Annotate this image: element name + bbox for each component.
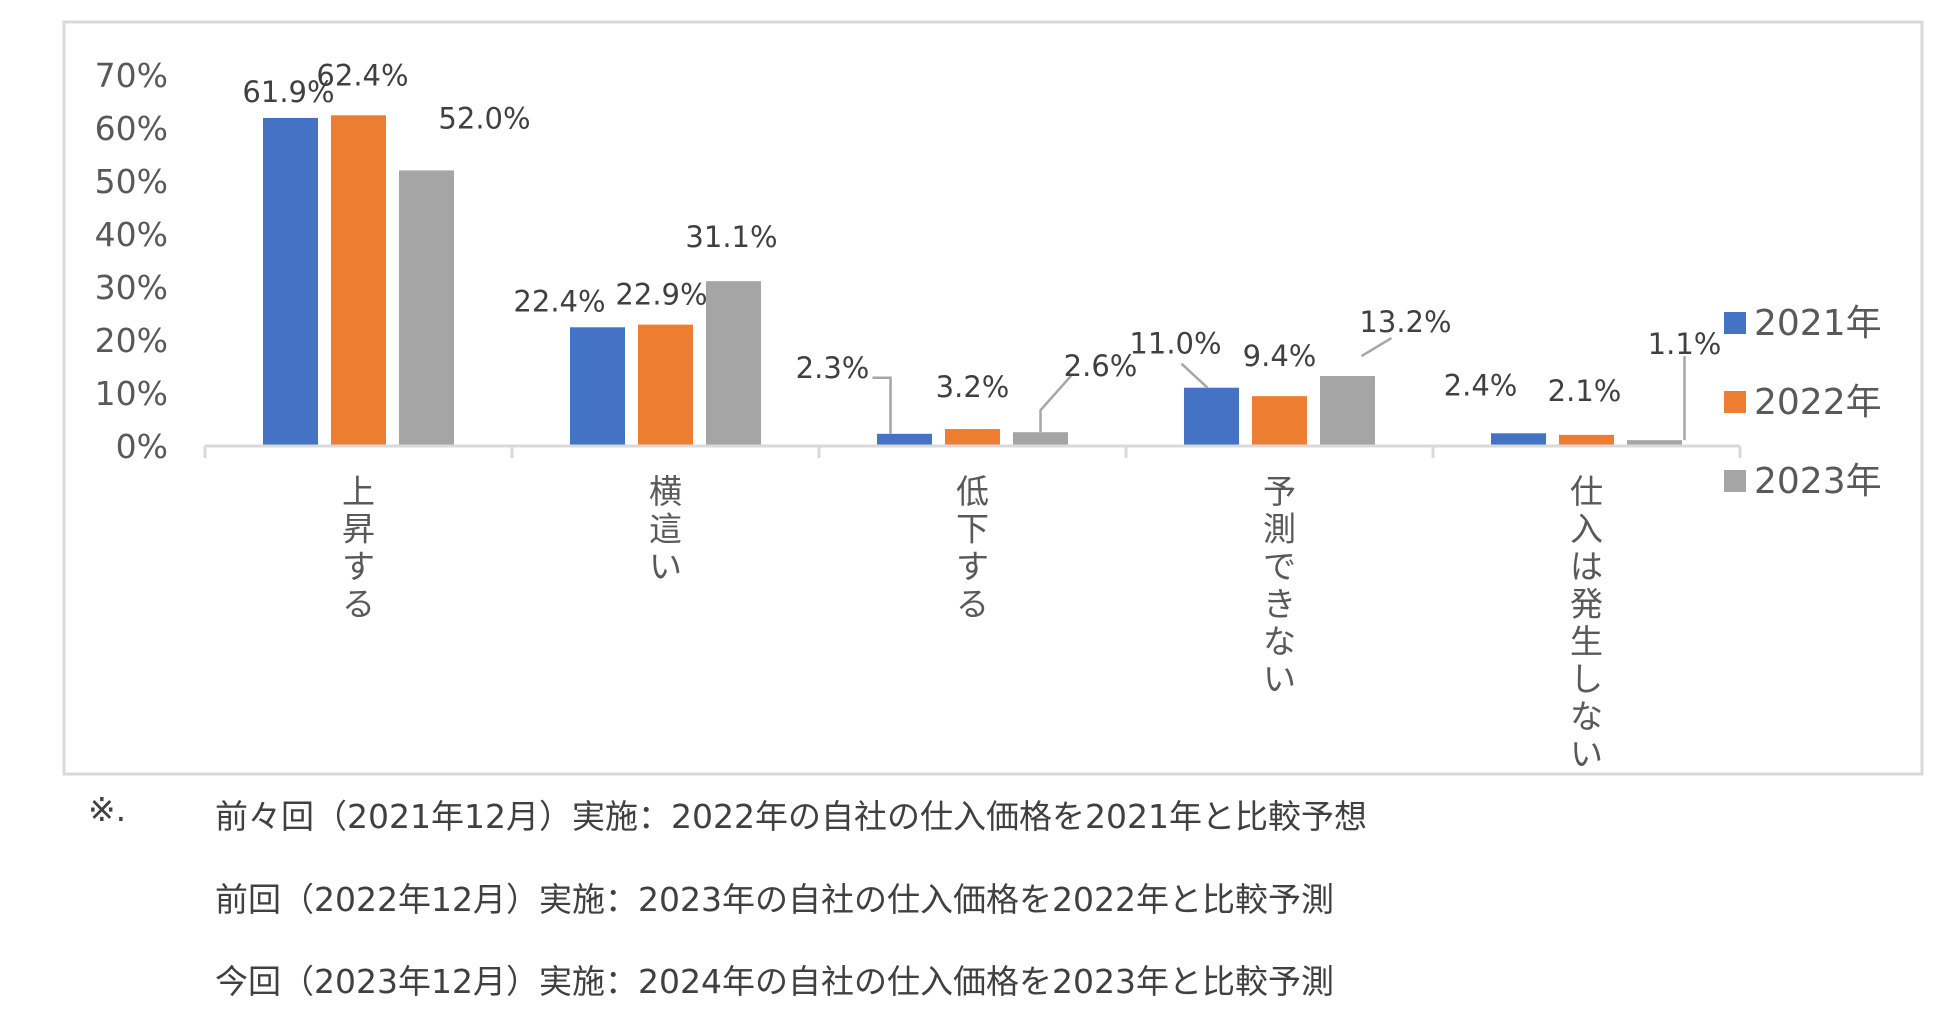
data-label: 61.9%: [242, 75, 334, 109]
y-tick-label: 30%: [95, 268, 168, 307]
data-label: 11.0%: [1129, 327, 1221, 361]
bar-2-3: [945, 429, 1000, 446]
bar-2-5: [1559, 434, 1614, 446]
y-tick-label: 50%: [95, 162, 168, 201]
leader-line: [1180, 362, 1209, 389]
data-label: 22.9%: [615, 278, 707, 312]
legend-label: 2023年: [1754, 461, 1882, 502]
y-tick-label: 20%: [95, 321, 168, 360]
data-label: 2.3%: [796, 351, 870, 385]
bar-3-1: [399, 170, 454, 446]
data-label: 9.4%: [1243, 339, 1317, 373]
y-tick-label: 40%: [95, 215, 168, 254]
bar-3-3: [1013, 432, 1068, 446]
bar-1-1: [263, 117, 318, 447]
bar-3-4: [1320, 376, 1375, 446]
bar-1-3: [877, 433, 932, 446]
bar-1-2: [570, 327, 625, 446]
bar-2-4: [1252, 396, 1307, 446]
note-line-1: 前々回（2021年12月）実施：2022年の自社の仕入価格を2021年と比較予想: [215, 797, 1367, 836]
bar-2-1: [331, 115, 386, 446]
data-label: 2.4%: [1444, 368, 1518, 402]
bar-1-5: [1491, 433, 1546, 446]
legend-label: 2021年: [1754, 303, 1882, 344]
bar-chart: 0% 10% 20% 30% 40% 50% 60% 70% 61.9%62.4% 52.0% 2…: [62, 20, 1924, 776]
note-mark: ※.: [88, 790, 127, 829]
note-line-3: 今回（2023年12月）実施：2024年の自社の仕入価格を2023年と比較予測: [215, 962, 1334, 1001]
y-tick-label: 10%: [95, 374, 168, 413]
category-label: 仕入は発生しない: [1570, 472, 1603, 774]
bar-2-2: [638, 324, 693, 446]
leader-line: [1360, 336, 1393, 358]
y-tick-label: 70%: [95, 56, 168, 95]
leader-line: [1039, 373, 1074, 433]
y-tick-label: 0%: [116, 427, 168, 466]
data-label: 52.0%: [438, 101, 530, 135]
leader-line: [872, 376, 892, 434]
legend-swatch-1: [1724, 312, 1746, 334]
data-label: 2.1%: [1548, 374, 1622, 408]
y-tick-label: 60%: [95, 109, 168, 148]
bar-1-4: [1184, 387, 1239, 446]
legend-swatch-3: [1724, 470, 1746, 492]
note-line-2: 前回（2022年12月）実施：2023年の自社の仕入価格を2022年と比較予測: [215, 880, 1334, 919]
data-label: 13.2%: [1359, 305, 1451, 339]
data-label: 3.2%: [936, 370, 1010, 404]
category-label: 横這い: [649, 472, 682, 586]
category-label: 予測できない: [1263, 472, 1296, 699]
category-label: 上昇する: [342, 472, 375, 624]
data-label: 22.4%: [513, 284, 605, 318]
bar-3-5: [1627, 440, 1682, 446]
data-label: 62.4%: [316, 58, 408, 92]
legend-label: 2022年: [1754, 382, 1882, 423]
data-label: 31.1%: [685, 220, 777, 254]
legend-swatch-2: [1724, 391, 1746, 413]
bar-3-2: [706, 281, 761, 446]
category-label: 低下する: [956, 472, 989, 624]
data-label: 1.1%: [1648, 327, 1722, 361]
data-label: 2.6%: [1064, 349, 1138, 383]
